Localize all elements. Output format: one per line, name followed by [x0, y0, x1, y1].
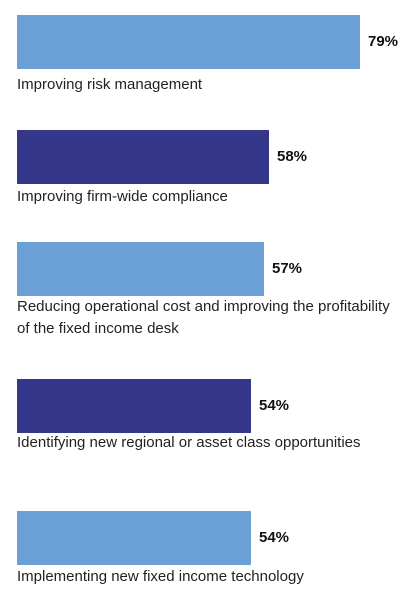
- data-label: 57%: [272, 260, 303, 277]
- bar: [17, 15, 360, 69]
- category-label: Improving firm-wide compliance: [17, 188, 228, 205]
- data-label: 54%: [259, 397, 290, 414]
- bar: [17, 130, 269, 184]
- category-label: Implementing new fixed income technology: [17, 568, 304, 585]
- bar: [17, 242, 264, 296]
- data-label: 58%: [277, 148, 308, 165]
- bar: [17, 511, 251, 565]
- category-label: Identifying new regional or asset class …: [17, 434, 361, 451]
- data-label: 79%: [368, 33, 399, 50]
- category-label: Reducing operational cost and improving …: [17, 298, 390, 337]
- data-label: 54%: [259, 529, 290, 546]
- category-label: Improving risk management: [17, 76, 203, 93]
- bar: [17, 379, 251, 433]
